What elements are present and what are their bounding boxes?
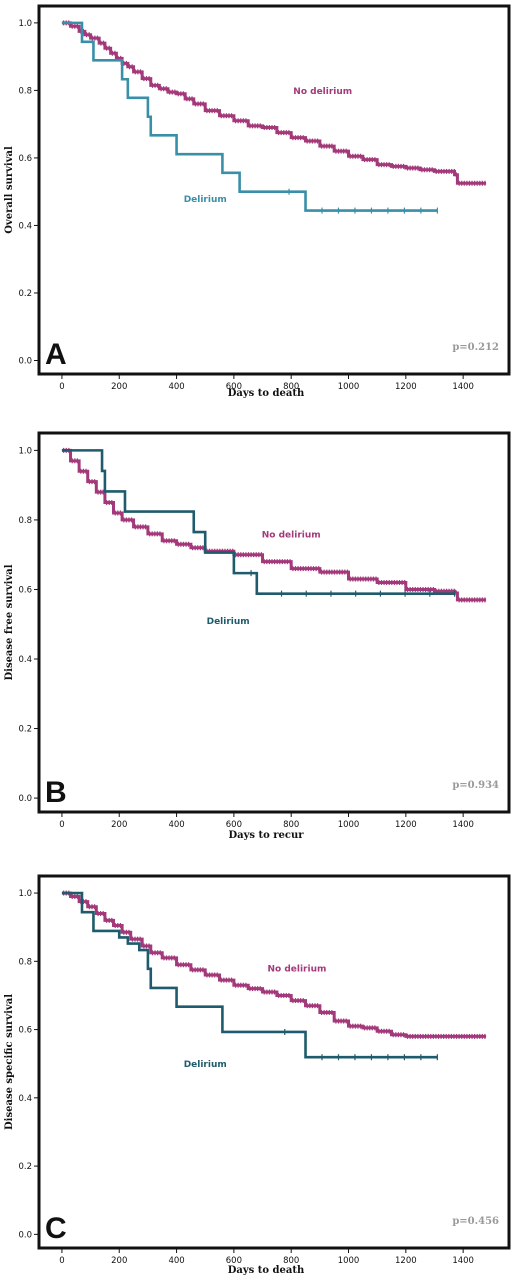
plot-frame: [37, 431, 511, 814]
y-tick-label: 0.8: [18, 86, 32, 96]
x-tick-label: 600: [226, 382, 242, 392]
y-tick-label: 0.4: [18, 655, 32, 665]
y-axis-label: Overall survival: [4, 146, 15, 234]
y-tick-label: 0.2: [18, 289, 32, 299]
panel-letter: A: [45, 338, 67, 371]
p-value-label: p=0.456: [452, 1216, 499, 1227]
y-axis-label: Disease free survival: [4, 564, 15, 680]
no-delirium-label: No delirium: [267, 965, 326, 975]
chart-panel-b: 0 200 400 600 800 1000 1200 1400 0.0 0.2 0.4 0.6 0.8…: [4, 431, 511, 841]
x-tick-label: 200: [111, 1256, 127, 1266]
x-tick-label: 400: [168, 1256, 184, 1266]
y-tick-label: 0.6: [18, 585, 32, 595]
x-tick-label: 0: [59, 1256, 64, 1266]
x-tick-label: 800: [283, 820, 299, 830]
no-delirium-curve: [61, 448, 487, 602]
x-tick-label: 0: [59, 382, 64, 392]
plot-frame: [37, 874, 511, 1250]
x-tick-label: 1200: [395, 820, 417, 830]
x-tick-label: 400: [168, 820, 184, 830]
x-tick-label: 1000: [338, 820, 360, 830]
x-tick-label: 0: [59, 820, 64, 830]
x-tick-label: 800: [283, 1256, 299, 1266]
delirium-label: Delirium: [207, 617, 250, 627]
y-tick-label: 0.0: [18, 356, 32, 366]
y-axis-label: Disease specific survival: [4, 994, 15, 1130]
x-tick-label: 800: [283, 382, 299, 392]
p-value-label: p=0.212: [452, 342, 499, 353]
x-tick-label: 200: [111, 382, 127, 392]
delirium-curve: [61, 891, 438, 1059]
chart-panel-c: 0 200 400 600 800 1000 1200 1400 0.0 0.2 0.4 0.6 0.8…: [4, 874, 511, 1276]
x-tick-label: 1000: [338, 382, 360, 392]
no-delirium-label: No delirium: [262, 530, 321, 540]
delirium-curve: [61, 21, 438, 212]
x-axis-label: Days to recur: [228, 830, 304, 841]
no-delirium-label: No delirium: [293, 87, 352, 97]
plot-frame: [37, 4, 511, 376]
y-tick-label: 0.6: [18, 1026, 32, 1036]
x-tick-label: 1200: [395, 1256, 417, 1266]
delirium-label: Delirium: [184, 195, 227, 205]
panel-letter: C: [45, 1212, 67, 1245]
delirium-label: Delirium: [184, 1060, 227, 1070]
y-tick-label: 0.2: [18, 1162, 32, 1172]
no-delirium-curve: [61, 21, 487, 185]
x-tick-label: 1000: [338, 1256, 360, 1266]
y-tick-label: 0.2: [18, 725, 32, 735]
x-tick-label: 1200: [395, 382, 417, 392]
y-tick-label: 1.0: [18, 19, 32, 29]
y-tick-label: 0.4: [18, 221, 32, 231]
x-tick-label: 1400: [452, 1256, 474, 1266]
y-tick-label: 0.0: [18, 1230, 32, 1240]
p-value-label: p=0.934: [452, 780, 499, 791]
x-tick-label: 600: [226, 1256, 242, 1266]
delirium-curve: [61, 449, 455, 595]
x-axis-label: Days to death: [228, 1265, 305, 1276]
x-tick-label: 1400: [452, 382, 474, 392]
y-tick-label: 0.6: [18, 154, 32, 164]
x-tick-label: 200: [111, 820, 127, 830]
x-tick-label: 1400: [452, 820, 474, 830]
x-axis-label: Days to death: [228, 388, 305, 399]
y-tick-label: 0.8: [18, 957, 32, 967]
x-tick-label: 600: [226, 820, 242, 830]
y-tick-label: 1.0: [18, 889, 32, 899]
panel-letter: B: [45, 776, 67, 809]
y-tick-label: 0.4: [18, 1094, 32, 1104]
y-tick-label: 0.0: [18, 794, 32, 804]
chart-panel-a: 0 200 400 600 800 1000 1200 1400 0.0 0.2 0.4 0.6 0.8…: [4, 4, 511, 399]
x-tick-label: 400: [168, 382, 184, 392]
y-tick-label: 1.0: [18, 446, 32, 456]
y-tick-label: 0.8: [18, 516, 32, 526]
